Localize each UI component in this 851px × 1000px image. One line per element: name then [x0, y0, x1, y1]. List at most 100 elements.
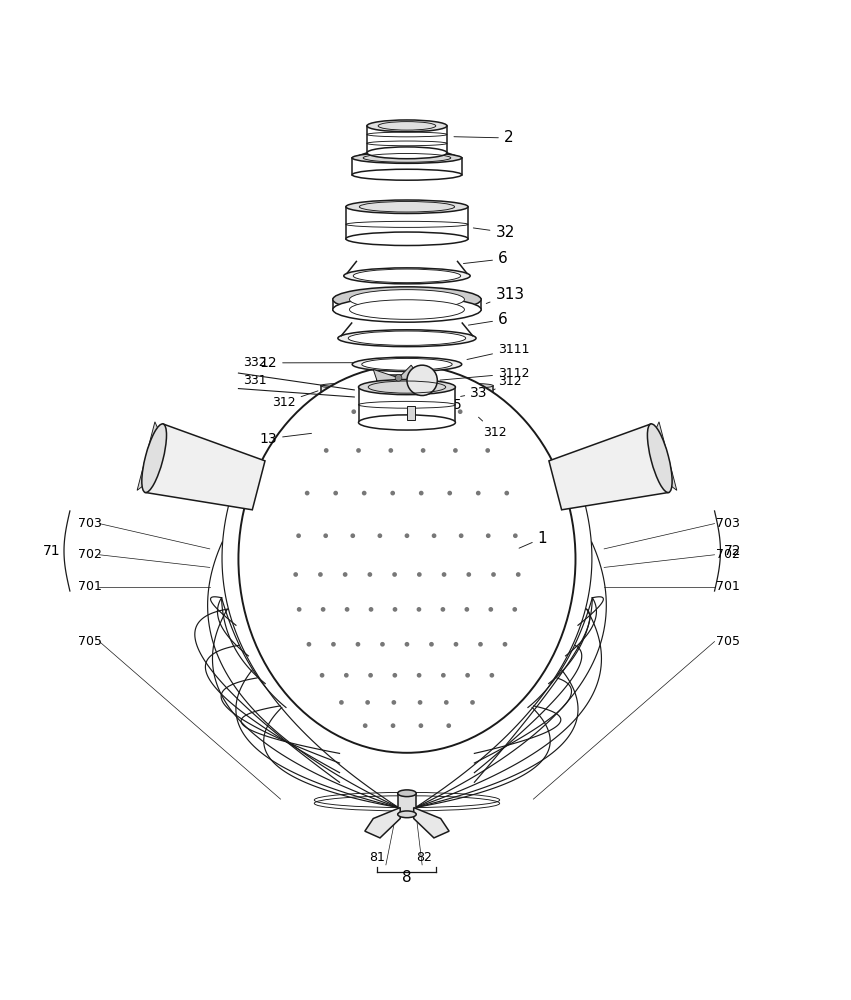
Circle shape — [444, 700, 448, 705]
Ellipse shape — [362, 358, 452, 370]
Circle shape — [392, 673, 397, 678]
Ellipse shape — [358, 415, 455, 430]
Circle shape — [458, 409, 463, 414]
Circle shape — [448, 491, 452, 495]
Circle shape — [357, 448, 361, 453]
Ellipse shape — [344, 268, 470, 284]
Circle shape — [343, 572, 347, 577]
Ellipse shape — [350, 290, 465, 309]
Circle shape — [318, 572, 323, 577]
Ellipse shape — [460, 384, 494, 388]
Circle shape — [368, 673, 373, 678]
Circle shape — [417, 673, 421, 678]
Ellipse shape — [460, 403, 494, 407]
Circle shape — [351, 409, 356, 414]
Circle shape — [297, 607, 301, 612]
Text: 703: 703 — [78, 517, 102, 530]
Circle shape — [429, 642, 434, 647]
Text: 82: 82 — [416, 851, 431, 864]
Circle shape — [441, 607, 445, 612]
Circle shape — [324, 448, 328, 453]
Polygon shape — [367, 126, 447, 153]
Text: 12: 12 — [260, 356, 374, 370]
Text: 8: 8 — [403, 870, 412, 885]
Circle shape — [465, 607, 469, 612]
Circle shape — [503, 642, 507, 647]
Text: 3111: 3111 — [467, 343, 529, 360]
Ellipse shape — [333, 287, 481, 312]
Circle shape — [339, 700, 344, 705]
Circle shape — [489, 673, 494, 678]
Text: 3112: 3112 — [440, 367, 529, 380]
Ellipse shape — [352, 357, 462, 371]
Text: 313: 313 — [486, 287, 524, 304]
Polygon shape — [346, 207, 468, 239]
Ellipse shape — [346, 232, 468, 246]
Circle shape — [485, 448, 490, 453]
Circle shape — [363, 723, 368, 728]
Text: 32: 32 — [473, 225, 515, 240]
Circle shape — [488, 607, 494, 612]
Circle shape — [306, 642, 311, 647]
Text: 13: 13 — [260, 432, 311, 446]
Circle shape — [505, 491, 509, 495]
Polygon shape — [460, 386, 494, 394]
Text: 2: 2 — [454, 130, 513, 145]
Circle shape — [516, 572, 521, 577]
Ellipse shape — [338, 330, 476, 347]
Text: 701: 701 — [717, 580, 740, 593]
Polygon shape — [358, 387, 455, 422]
Circle shape — [459, 533, 464, 538]
Circle shape — [321, 607, 325, 612]
Circle shape — [351, 533, 355, 538]
Circle shape — [470, 700, 475, 705]
Ellipse shape — [367, 147, 447, 159]
Polygon shape — [146, 424, 265, 510]
Ellipse shape — [352, 169, 462, 180]
Circle shape — [491, 572, 496, 577]
Text: 701: 701 — [78, 580, 102, 593]
Ellipse shape — [350, 300, 465, 319]
Polygon shape — [654, 422, 677, 490]
Circle shape — [380, 642, 385, 647]
Circle shape — [466, 572, 471, 577]
Circle shape — [512, 607, 517, 612]
Polygon shape — [374, 369, 398, 385]
Text: 312: 312 — [494, 375, 522, 390]
Polygon shape — [398, 365, 417, 385]
Text: 6: 6 — [468, 312, 508, 327]
Ellipse shape — [352, 152, 462, 163]
Circle shape — [320, 673, 324, 678]
Ellipse shape — [358, 379, 455, 395]
Ellipse shape — [321, 384, 354, 388]
Circle shape — [419, 491, 424, 495]
Circle shape — [404, 642, 409, 647]
Text: 312: 312 — [272, 391, 318, 409]
Text: 72: 72 — [724, 544, 742, 558]
Circle shape — [478, 642, 483, 647]
Circle shape — [391, 491, 395, 495]
Circle shape — [476, 491, 481, 495]
Ellipse shape — [238, 365, 575, 753]
Text: 81: 81 — [369, 851, 386, 864]
Polygon shape — [365, 808, 400, 838]
Text: 702: 702 — [78, 548, 102, 561]
Text: 71: 71 — [43, 544, 60, 558]
Circle shape — [334, 491, 338, 495]
Circle shape — [392, 607, 397, 612]
Circle shape — [362, 491, 367, 495]
Polygon shape — [397, 793, 416, 814]
Circle shape — [453, 448, 458, 453]
Circle shape — [447, 723, 451, 728]
Ellipse shape — [367, 120, 447, 132]
Circle shape — [420, 448, 426, 453]
Circle shape — [323, 533, 328, 538]
Text: 331: 331 — [243, 374, 266, 387]
Ellipse shape — [353, 269, 460, 283]
Circle shape — [431, 533, 437, 538]
Text: 705: 705 — [78, 635, 102, 648]
Circle shape — [441, 673, 446, 678]
Circle shape — [404, 533, 409, 538]
Circle shape — [422, 409, 427, 414]
Circle shape — [305, 491, 310, 495]
